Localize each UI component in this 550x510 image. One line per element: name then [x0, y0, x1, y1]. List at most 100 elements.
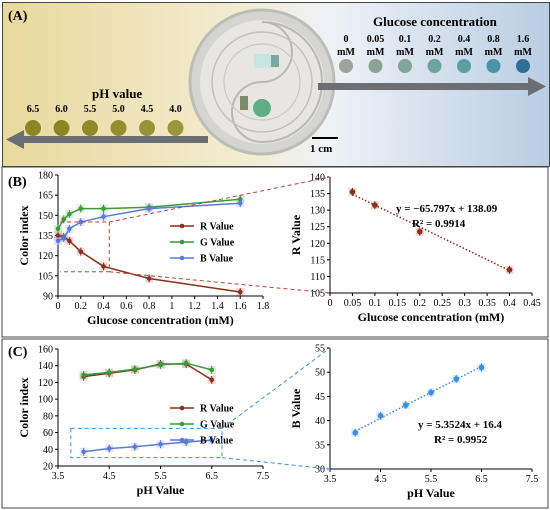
x-tick-label: 7.5 — [526, 474, 539, 485]
y-tick-label: 110 — [310, 272, 325, 283]
y-tick-label: 105 — [310, 289, 325, 300]
legend-marker — [179, 223, 185, 229]
data-point — [158, 441, 163, 447]
data-point — [81, 449, 86, 455]
fit-equation: y = 5.3524x + 16.4 — [418, 419, 503, 431]
data-point — [78, 219, 84, 225]
data-point — [106, 370, 112, 375]
data-point — [428, 389, 434, 396]
zoom-callout-b — [60, 176, 331, 294]
x-tick-label: 0.4 — [503, 298, 516, 309]
y-tick-label: 55 — [315, 344, 325, 355]
x-tick-label: 3.5 — [324, 474, 337, 485]
glucose-swatch — [368, 59, 383, 73]
y-tick-label: 120 — [38, 378, 53, 389]
y-tick-label: 120 — [38, 251, 53, 262]
legend-label: R Value — [200, 404, 234, 415]
data-point — [101, 264, 106, 269]
data-point — [146, 206, 152, 211]
y-tick-label: 180 — [38, 171, 53, 182]
y-tick-label: 130 — [310, 206, 325, 217]
data-point — [478, 364, 485, 371]
x-tick-label: 7.5 — [257, 471, 270, 482]
chart-B: 0 0.2 0.4 0.6 0.8 1 1.2 1.4 1.6 1.8 90 105 120 135 150… — [17, 171, 269, 328]
chart-C-inset: 3.5 4.5 5.5 6.5 7.5 30 35 40 45 50 55 pH Value B Val… — [289, 344, 538, 501]
x-tick-label: 5.5 — [154, 471, 167, 482]
x-tick-label: 0.8 — [143, 301, 156, 312]
data-point — [237, 200, 243, 206]
y-axis-label: B Value — [289, 388, 303, 428]
x-tick-label: 0.2 — [75, 301, 88, 312]
data-point — [209, 437, 215, 443]
fit-line — [354, 365, 482, 432]
fit-r2: R² = 0.9952 — [434, 434, 488, 446]
glucose-level-label: 0.2 — [428, 34, 441, 45]
x-tick-label: 3.5 — [52, 471, 65, 482]
y-tick-label: 105 — [38, 271, 53, 282]
y-axis-label: Color index — [17, 377, 31, 437]
legend-marker — [179, 255, 185, 261]
data-point — [158, 362, 163, 368]
data-point — [209, 377, 215, 383]
y-tick-label: 30 — [315, 465, 325, 476]
data-point — [132, 444, 138, 450]
fit-equation: y = −65.797x + 138.09 — [396, 203, 498, 215]
x-tick-label: 1.6 — [234, 301, 247, 312]
ph-level-label: 6.5 — [27, 104, 40, 115]
x-axis-label: Glucose concentration (mM) — [358, 310, 505, 324]
data-point — [416, 228, 423, 235]
x-tick-label: 1.8 — [257, 301, 270, 312]
data-point — [81, 372, 86, 378]
legend-label: G Value — [200, 420, 235, 431]
y-tick-label: 90 — [43, 292, 53, 303]
glucose-unit-label: mM — [396, 47, 414, 58]
ph-swatch — [139, 120, 155, 136]
y-tick-label: 100 — [38, 395, 53, 406]
data-point — [237, 196, 243, 202]
data-point — [352, 429, 359, 436]
data-point — [506, 267, 513, 273]
glucose-level-label: 0.1 — [399, 34, 412, 45]
data-point — [78, 249, 84, 254]
legend-label: B Value — [200, 436, 234, 447]
data-point — [209, 367, 215, 373]
ph-swatch — [110, 120, 127, 136]
x-tick-label: 4.5 — [374, 474, 387, 485]
data-point — [55, 233, 61, 238]
data-point — [183, 439, 189, 445]
series-line — [83, 362, 212, 376]
x-tick-label: 0.25 — [433, 298, 451, 309]
x-tick-label: 0.05 — [344, 298, 362, 309]
glucose-level-label: 0 — [344, 34, 349, 45]
legend-label: R Value — [200, 222, 234, 233]
ph-level-label: 5.0 — [112, 104, 125, 115]
data-point — [106, 446, 112, 451]
x-tick-label: 0.15 — [389, 298, 407, 309]
glucose-swatch-row: 0 mM 0.05 mM 0.1 mM 0.2 mM 0.4 mM 0.8 mM 1.6 mM — [337, 34, 532, 73]
data-point — [349, 189, 356, 195]
x-tick-label: 5.5 — [425, 474, 438, 485]
y-tick-label: 140 — [38, 361, 53, 372]
data-point — [78, 206, 84, 211]
legend-marker — [179, 421, 185, 427]
y-tick-label: 50 — [315, 368, 325, 379]
data-point — [402, 402, 409, 408]
y-tick-label: 165 — [38, 191, 53, 202]
data-point — [61, 217, 66, 222]
x-tick-label: 6.5 — [206, 471, 219, 482]
x-tick-label: 1.4 — [211, 301, 224, 312]
chart-B-inset: 0 0.05 0.1 0.15 0.2 0.25 0.3 0.35 0.4 0.45 105 110 1… — [289, 173, 541, 325]
y-tick-label: 60 — [43, 428, 53, 439]
glucose-swatch — [516, 59, 530, 73]
data-point — [146, 276, 152, 281]
y-tick-label: 150 — [38, 211, 53, 222]
y-tick-label: 135 — [38, 231, 53, 242]
zoom-box — [60, 221, 110, 273]
left-arrow-icon — [6, 130, 208, 149]
y-axis-label: Color index — [17, 205, 31, 265]
panel-b-label: (B) — [8, 175, 27, 190]
x-tick-label: 0.1 — [369, 298, 382, 309]
data-point — [237, 289, 243, 295]
